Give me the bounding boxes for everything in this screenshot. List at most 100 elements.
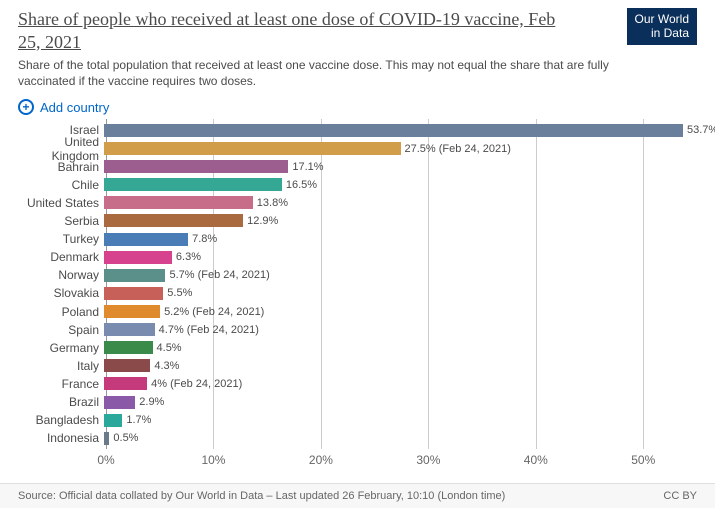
- value-label: 5.2% (Feb 24, 2021): [160, 306, 264, 318]
- value-label: 0.5%: [109, 432, 138, 444]
- bar-row: Norway 5.7% (Feb 24, 2021): [18, 267, 697, 284]
- country-label[interactable]: Slovakia: [18, 286, 104, 300]
- x-axis-label: 40%: [524, 453, 548, 467]
- plus-icon: +: [18, 99, 34, 115]
- bar[interactable]: [104, 269, 165, 282]
- add-country-button[interactable]: + Add country: [0, 93, 715, 117]
- bar[interactable]: [104, 214, 243, 227]
- owid-badge: Our World in Data: [627, 8, 697, 45]
- bar-row: United States 13.8%: [18, 194, 697, 211]
- chart-title[interactable]: Share of people who received at least on…: [18, 8, 578, 53]
- bar-wrap: 16.5%: [104, 178, 697, 191]
- country-label[interactable]: Serbia: [18, 214, 104, 228]
- bar[interactable]: [104, 396, 135, 409]
- bar[interactable]: [104, 196, 253, 209]
- bar-wrap: 4% (Feb 24, 2021): [104, 377, 697, 390]
- value-label: 2.9%: [135, 396, 164, 408]
- badge-line1: Our World: [635, 12, 689, 26]
- bar-row: Israel53.7%: [18, 122, 697, 139]
- bar-row: Brazil 2.9%: [18, 394, 697, 411]
- bar-row: France 4% (Feb 24, 2021): [18, 375, 697, 392]
- country-label[interactable]: Brazil: [18, 395, 104, 409]
- bar-row: Spain 4.7% (Feb 24, 2021): [18, 321, 697, 338]
- bar[interactable]: [104, 160, 288, 173]
- bar[interactable]: [104, 178, 282, 191]
- bar-wrap: 0.5%: [104, 432, 697, 445]
- bar-row: Chile 16.5%: [18, 176, 697, 193]
- country-label[interactable]: Denmark: [18, 250, 104, 264]
- chart-header: Our World in Data Share of people who re…: [0, 0, 715, 93]
- country-label[interactable]: France: [18, 377, 104, 391]
- bar-wrap: 5.7% (Feb 24, 2021): [104, 269, 697, 282]
- bar-row: United Kingdom27.5% (Feb 24, 2021): [18, 140, 697, 157]
- value-label: 5.7% (Feb 24, 2021): [165, 269, 269, 281]
- add-country-label: Add country: [40, 100, 109, 115]
- bar[interactable]: [104, 287, 163, 300]
- bar-row: Germany 4.5%: [18, 339, 697, 356]
- bar[interactable]: [104, 377, 147, 390]
- country-label[interactable]: Indonesia: [18, 431, 104, 445]
- country-label[interactable]: United States: [18, 196, 104, 210]
- bar[interactable]: [104, 142, 401, 155]
- country-label[interactable]: Spain: [18, 323, 104, 337]
- bar-rows: Israel53.7%United Kingdom27.5% (Feb 24, …: [18, 121, 697, 447]
- bar-wrap: 4.3%: [104, 359, 697, 372]
- bar-row: Denmark 6.3%: [18, 249, 697, 266]
- bar[interactable]: [104, 414, 122, 427]
- country-label[interactable]: Italy: [18, 359, 104, 373]
- bar-wrap: 2.9%: [104, 396, 697, 409]
- chart-area: 0% 10% 20% 30% 40% 50% Israel53.7%United King…: [18, 119, 697, 471]
- bar-wrap: 27.5% (Feb 24, 2021): [104, 142, 697, 155]
- x-axis-label: 50%: [631, 453, 655, 467]
- value-label: 53.7%: [683, 124, 715, 136]
- license-text[interactable]: CC BY: [663, 490, 697, 502]
- x-axis-label: 10%: [201, 453, 225, 467]
- value-label: 12.9%: [243, 215, 278, 227]
- bar-row: Bahrain 17.1%: [18, 158, 697, 175]
- value-label: 5.5%: [163, 287, 192, 299]
- bar-wrap: 13.8%: [104, 196, 697, 209]
- bar[interactable]: [104, 124, 683, 137]
- bar-row: Poland 5.2% (Feb 24, 2021): [18, 303, 697, 320]
- value-label: 4% (Feb 24, 2021): [147, 378, 242, 390]
- country-label[interactable]: Norway: [18, 268, 104, 282]
- country-label[interactable]: Bangladesh: [18, 413, 104, 427]
- bar[interactable]: [104, 323, 155, 336]
- bar-wrap: 4.5%: [104, 341, 697, 354]
- value-label: 7.8%: [188, 233, 217, 245]
- country-label[interactable]: Turkey: [18, 232, 104, 246]
- bar-wrap: 53.7%: [104, 124, 697, 137]
- bar[interactable]: [104, 305, 160, 318]
- country-label[interactable]: Chile: [18, 178, 104, 192]
- bar[interactable]: [104, 341, 153, 354]
- bar-row: Slovakia 5.5%: [18, 285, 697, 302]
- country-label[interactable]: Poland: [18, 305, 104, 319]
- bar-row: Turkey 7.8%: [18, 231, 697, 248]
- bar[interactable]: [104, 251, 172, 264]
- country-label[interactable]: Bahrain: [18, 160, 104, 174]
- value-label: 4.5%: [153, 342, 182, 354]
- bar-row: Italy 4.3%: [18, 357, 697, 374]
- value-label: 13.8%: [253, 197, 288, 209]
- value-label: 17.1%: [288, 161, 323, 173]
- source-text: Source: Official data collated by Our Wo…: [18, 490, 505, 502]
- value-label: 16.5%: [282, 179, 317, 191]
- bar[interactable]: [104, 233, 188, 246]
- x-axis-label: 0%: [97, 453, 114, 467]
- bar-row: Bangladesh 1.7%: [18, 412, 697, 429]
- chart-subtitle: Share of the total population that recei…: [18, 57, 658, 89]
- value-label: 4.7% (Feb 24, 2021): [155, 324, 259, 336]
- value-label: 27.5% (Feb 24, 2021): [401, 143, 511, 155]
- bar-wrap: 5.2% (Feb 24, 2021): [104, 305, 697, 318]
- value-label: 4.3%: [150, 360, 179, 372]
- country-label[interactable]: Germany: [18, 341, 104, 355]
- bar-wrap: 17.1%: [104, 160, 697, 173]
- x-axis-label: 20%: [309, 453, 333, 467]
- bar-row: Indonesia 0.5%: [18, 430, 697, 447]
- value-label: 1.7%: [122, 414, 151, 426]
- x-axis-label: 30%: [416, 453, 440, 467]
- bar[interactable]: [104, 359, 150, 372]
- chart-footer: Source: Official data collated by Our Wo…: [0, 483, 715, 508]
- value-label: 6.3%: [172, 251, 201, 263]
- bar-wrap: 4.7% (Feb 24, 2021): [104, 323, 697, 336]
